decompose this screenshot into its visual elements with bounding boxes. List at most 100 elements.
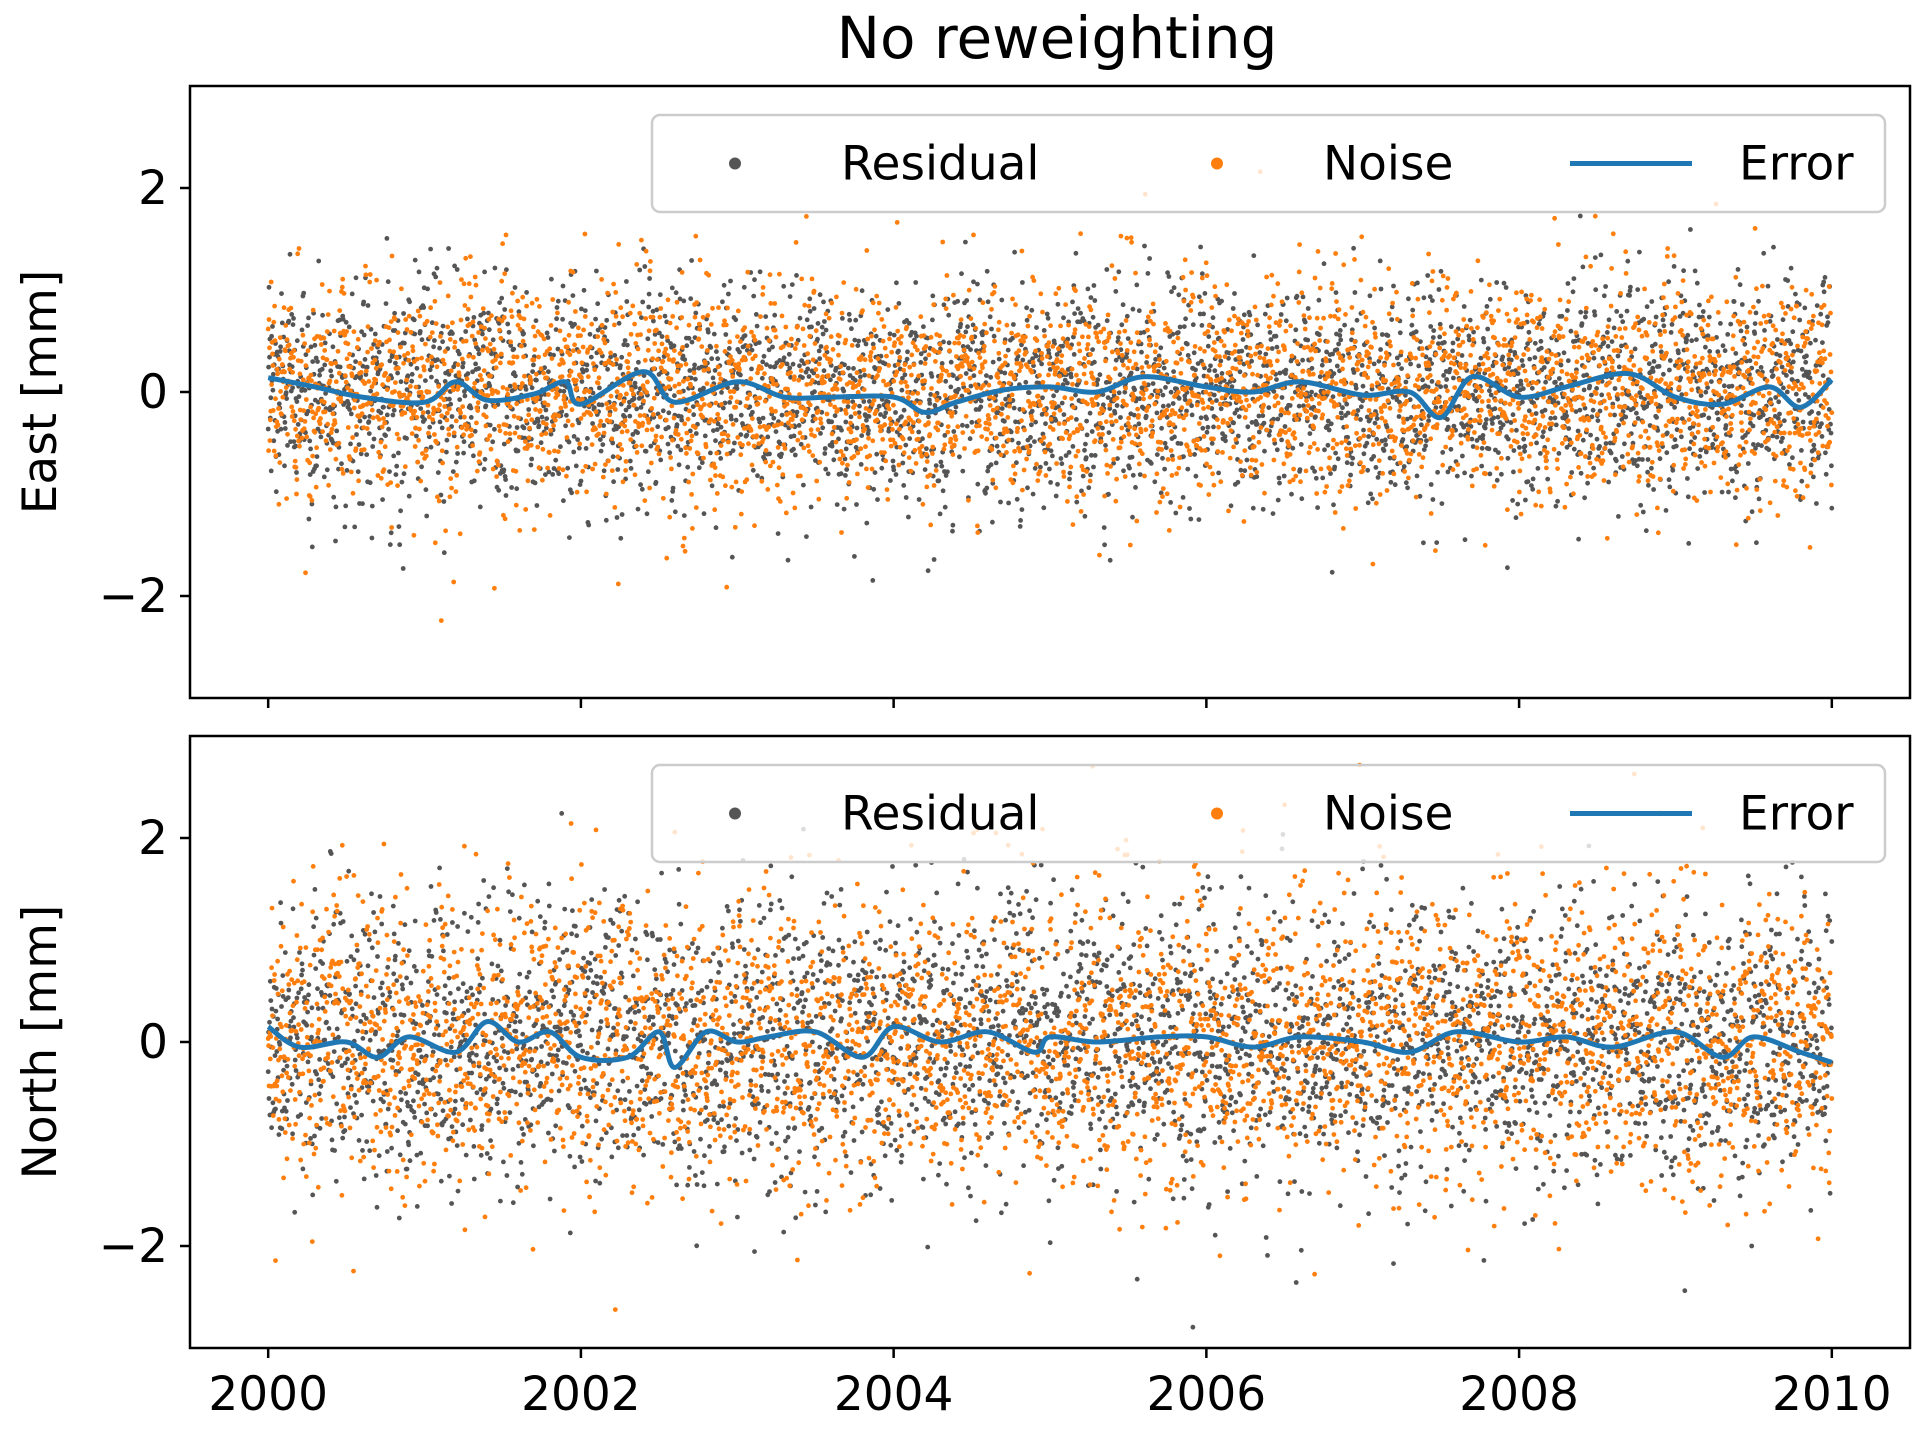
scatter-point [463, 329, 469, 334]
scatter-point [894, 444, 900, 450]
scatter-point [729, 368, 734, 374]
scatter-point [1334, 363, 1340, 369]
scatter-point [298, 358, 304, 364]
scatter-point [1313, 414, 1318, 420]
scatter-point [644, 427, 650, 433]
scatter-point [1040, 395, 1045, 401]
scatter-point [829, 419, 835, 425]
scatter-point [823, 327, 829, 333]
scatter-point [732, 440, 737, 446]
scatter-point [818, 420, 824, 426]
scatter-point [1608, 450, 1614, 456]
scatter-point [1799, 366, 1805, 372]
scatter-point [317, 372, 322, 378]
scatter-point [1785, 278, 1791, 283]
scatter-point [1705, 385, 1710, 390]
scatter-point [532, 480, 538, 486]
scatter-point [1628, 284, 1633, 290]
scatter-point [576, 420, 582, 426]
scatter-point [1722, 348, 1728, 354]
scatter-point [463, 255, 469, 261]
scatter-point [619, 447, 625, 452]
scatter-point [1770, 373, 1776, 378]
scatter-point [747, 392, 753, 397]
scatter-point [1666, 477, 1672, 483]
scatter-point [482, 383, 488, 389]
scatter-point [316, 405, 322, 411]
scatter-point [312, 342, 318, 348]
scatter-point [270, 387, 276, 393]
scatter-point [396, 450, 401, 456]
scatter-point [1274, 447, 1280, 453]
scatter-point [407, 392, 412, 398]
scatter-point [1124, 313, 1130, 319]
scatter-point [553, 327, 559, 332]
scatter-point [1139, 349, 1144, 355]
scatter-point [1254, 421, 1260, 427]
scatter-point [1055, 301, 1061, 307]
scatter-point [324, 357, 330, 363]
scatter-point [328, 430, 334, 436]
scatter-point [354, 432, 359, 437]
scatter-point [1305, 306, 1311, 311]
scatter-point [473, 282, 479, 288]
scatter-point [680, 345, 685, 350]
scatter-point [645, 379, 650, 385]
scatter-point [757, 419, 763, 425]
scatter-point [457, 531, 463, 537]
scatter-point [447, 337, 453, 342]
scatter-point [1593, 287, 1599, 293]
scatter-point [290, 409, 296, 414]
scatter-point [483, 336, 488, 341]
scatter-point [364, 364, 370, 370]
scatter-point [421, 367, 427, 373]
scatter-point [310, 453, 316, 459]
scatter-point [723, 332, 729, 337]
scatter-point [294, 338, 300, 344]
scatter-point [1637, 390, 1643, 396]
scatter-point [386, 426, 391, 432]
scatter-point [773, 429, 779, 434]
scatter-point [437, 280, 443, 285]
scatter-point [1581, 387, 1587, 393]
scatter-point [533, 318, 539, 324]
scatter-point [700, 414, 706, 420]
scatter-point [1396, 414, 1402, 419]
scatter-point [1643, 528, 1649, 534]
scatter-point [1701, 412, 1707, 418]
scatter-point [859, 288, 865, 294]
scatter-point [1043, 461, 1049, 466]
scatter-point [1742, 341, 1748, 347]
scatter-point [753, 353, 758, 359]
scatter-point [514, 354, 520, 360]
scatter-point [1313, 475, 1319, 481]
scatter-point [1401, 464, 1407, 469]
scatter-point [675, 369, 680, 374]
scatter-point [612, 322, 617, 328]
scatter-point [669, 285, 675, 291]
scatter-point [343, 319, 349, 325]
scatter-point [391, 407, 397, 413]
scatter-point [608, 393, 614, 399]
scatter-point [1600, 355, 1605, 361]
scatter-point [537, 304, 542, 309]
scatter-point [787, 294, 793, 299]
scatter-point [1043, 421, 1048, 427]
scatter-point [591, 405, 597, 411]
scatter-point [1182, 397, 1188, 403]
scatter-point [579, 360, 585, 366]
scatter-point [770, 344, 775, 350]
scatter-point [271, 448, 277, 454]
scatter-point [1530, 486, 1536, 492]
scatter-point [1166, 403, 1171, 408]
scatter-point [809, 276, 815, 282]
scatter-point [671, 343, 677, 349]
scatter-point [329, 361, 334, 367]
scatter-point [456, 372, 462, 378]
scatter-point [622, 423, 628, 429]
scatter-point [301, 408, 307, 413]
scatter-point [1467, 317, 1473, 323]
scatter-point [1556, 376, 1562, 381]
scatter-point [348, 411, 354, 417]
scatter-point [1067, 476, 1072, 482]
